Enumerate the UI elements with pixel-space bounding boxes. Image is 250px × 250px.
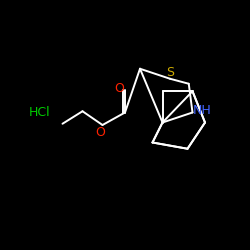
Text: O: O xyxy=(114,82,124,95)
Text: NH: NH xyxy=(192,104,212,117)
Text: S: S xyxy=(166,66,174,79)
Text: O: O xyxy=(95,126,105,138)
Text: HCl: HCl xyxy=(29,106,51,119)
